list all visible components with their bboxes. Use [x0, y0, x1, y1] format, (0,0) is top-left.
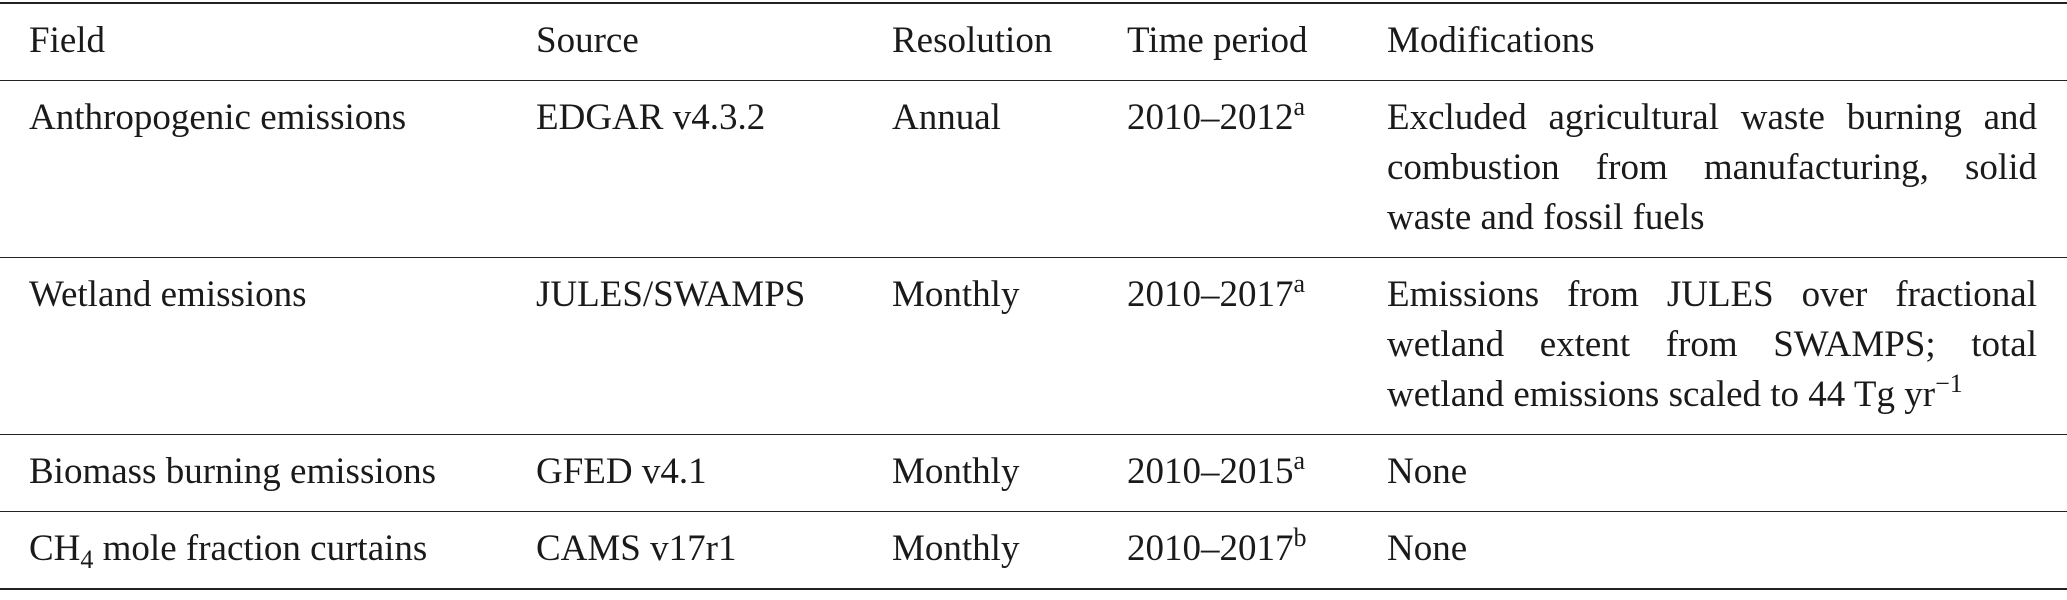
resolution-cell: Monthly — [892, 274, 1020, 315]
header-cell: Modifications — [1387, 20, 1595, 61]
resolution-cell: Monthly — [892, 528, 1020, 569]
source-cell: CAMS v17r1 — [536, 528, 737, 569]
modifications-text: None — [1387, 451, 1468, 492]
field-text: Biomass burning emissions — [29, 451, 437, 492]
source-cell: JULES/SWAMPS — [536, 274, 806, 315]
field-text: CH — [29, 528, 81, 569]
period-cell: 2010–2015a — [1127, 435, 1387, 512]
header-cell: Resolution — [892, 20, 1053, 61]
period-text: 2010–2017 — [1127, 274, 1294, 315]
modifications-cell: Excluded agricultural waste burning and … — [1387, 81, 2067, 258]
table-body: Anthropogenic emissions EDGAR v4.3.2 Annua… — [0, 81, 2067, 590]
field-cell: Biomass burning emissions — [0, 435, 536, 512]
header-cell: Time period — [1127, 20, 1308, 61]
period-cell: 2010–2012a — [1127, 81, 1387, 258]
modifications-cell: None — [1387, 512, 2067, 590]
field-text: Anthropogenic emissions — [29, 97, 407, 138]
period-note: a — [1293, 92, 1306, 121]
modifications-text: None — [1387, 528, 1468, 569]
header-cell: Source — [536, 20, 639, 61]
modifications-text: Excluded agricultural waste burning and … — [1387, 97, 2037, 238]
modifications-superscript: −1 — [1935, 369, 1963, 398]
modifications-cell: None — [1387, 435, 2067, 512]
field-cell: CH4 mole fraction curtains — [0, 512, 536, 590]
table-row: CH4 mole fraction curtains CAMS v17r1 Mont… — [0, 512, 2067, 590]
field-cell: Anthropogenic emissions — [0, 81, 536, 258]
period-text: 2010–2015 — [1127, 451, 1294, 492]
period-note: b — [1293, 523, 1307, 552]
period-note: a — [1293, 269, 1306, 298]
period-note: a — [1293, 446, 1306, 475]
table-row: Biomass burning emissions GFED v4.1 Monthl… — [0, 435, 2067, 512]
field-text: Wetland emissions — [29, 274, 307, 315]
period-text: 2010–2017 — [1127, 528, 1294, 569]
table-row: Wetland emissions JULES/SWAMPS Monthly 2010… — [0, 258, 2067, 435]
table-row: Anthropogenic emissions EDGAR v4.3.2 Annua… — [0, 81, 2067, 258]
header-row: Field Source Resolution Time period Modifica… — [0, 3, 2067, 81]
field-text: mole fraction curtains — [93, 528, 428, 569]
modifications-text: Emissions from JULES over fractional wet… — [1387, 274, 2037, 415]
modifications-cell: Emissions from JULES over fractional wet… — [1387, 258, 2067, 435]
period-text: 2010–2012 — [1127, 97, 1294, 138]
period-cell: 2010–2017a — [1127, 258, 1387, 435]
field-subscript: 4 — [80, 545, 94, 574]
header-cell: Field — [29, 20, 106, 61]
source-cell: GFED v4.1 — [536, 451, 707, 492]
resolution-cell: Annual — [892, 97, 1001, 138]
period-cell: 2010–2017b — [1127, 512, 1387, 590]
field-cell: Wetland emissions — [0, 258, 536, 435]
resolution-cell: Monthly — [892, 451, 1020, 492]
source-cell: EDGAR v4.3.2 — [536, 97, 766, 138]
